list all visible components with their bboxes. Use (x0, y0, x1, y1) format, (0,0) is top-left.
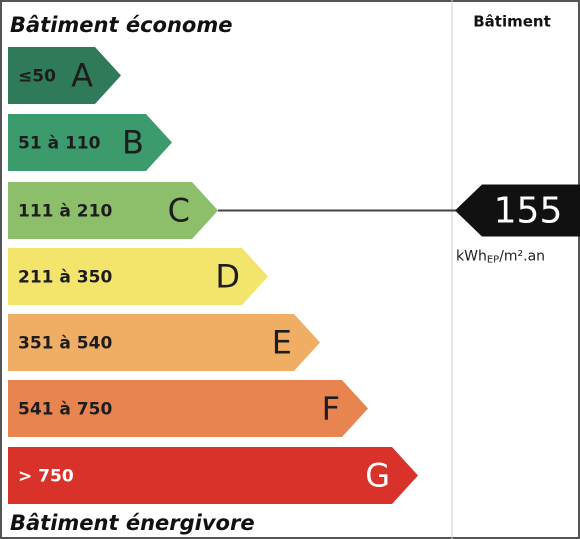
class-bar (8, 248, 268, 305)
class-bar (8, 182, 218, 239)
class-range: 211 à 350 (18, 268, 112, 288)
class-letter: G (365, 457, 390, 495)
class-bar (8, 447, 418, 504)
unit-main: kWh (456, 249, 487, 265)
unit-rest: /m².an (499, 249, 545, 265)
unit-sub: EP (487, 255, 499, 266)
class-letter: A (71, 57, 93, 95)
class-range: > 750 (18, 467, 74, 487)
class-range: 111 à 210 (18, 202, 112, 222)
class-bar (8, 380, 368, 437)
class-range: 541 à 750 (18, 400, 112, 420)
top-caption: Bâtiment économe (10, 13, 232, 37)
indicator-arrow (455, 184, 580, 237)
class-range: ≤50 (18, 67, 56, 87)
class-letter: B (122, 124, 144, 162)
class-bar (8, 314, 320, 371)
class-letter: D (215, 258, 240, 296)
bottom-caption: Bâtiment énergivore (10, 511, 255, 535)
class-letter: E (272, 324, 292, 362)
class-bar (8, 114, 172, 171)
class-letter: C (168, 192, 190, 230)
column-header: Bâtiment (473, 13, 551, 31)
indicator-value: 155 (494, 191, 563, 232)
class-range: 51 à 110 (18, 134, 101, 154)
indicator-unit: kWhEP/m².an (456, 249, 545, 266)
class-letter: F (322, 390, 340, 428)
class-bar (8, 47, 121, 104)
class-range: 351 à 540 (18, 334, 112, 354)
